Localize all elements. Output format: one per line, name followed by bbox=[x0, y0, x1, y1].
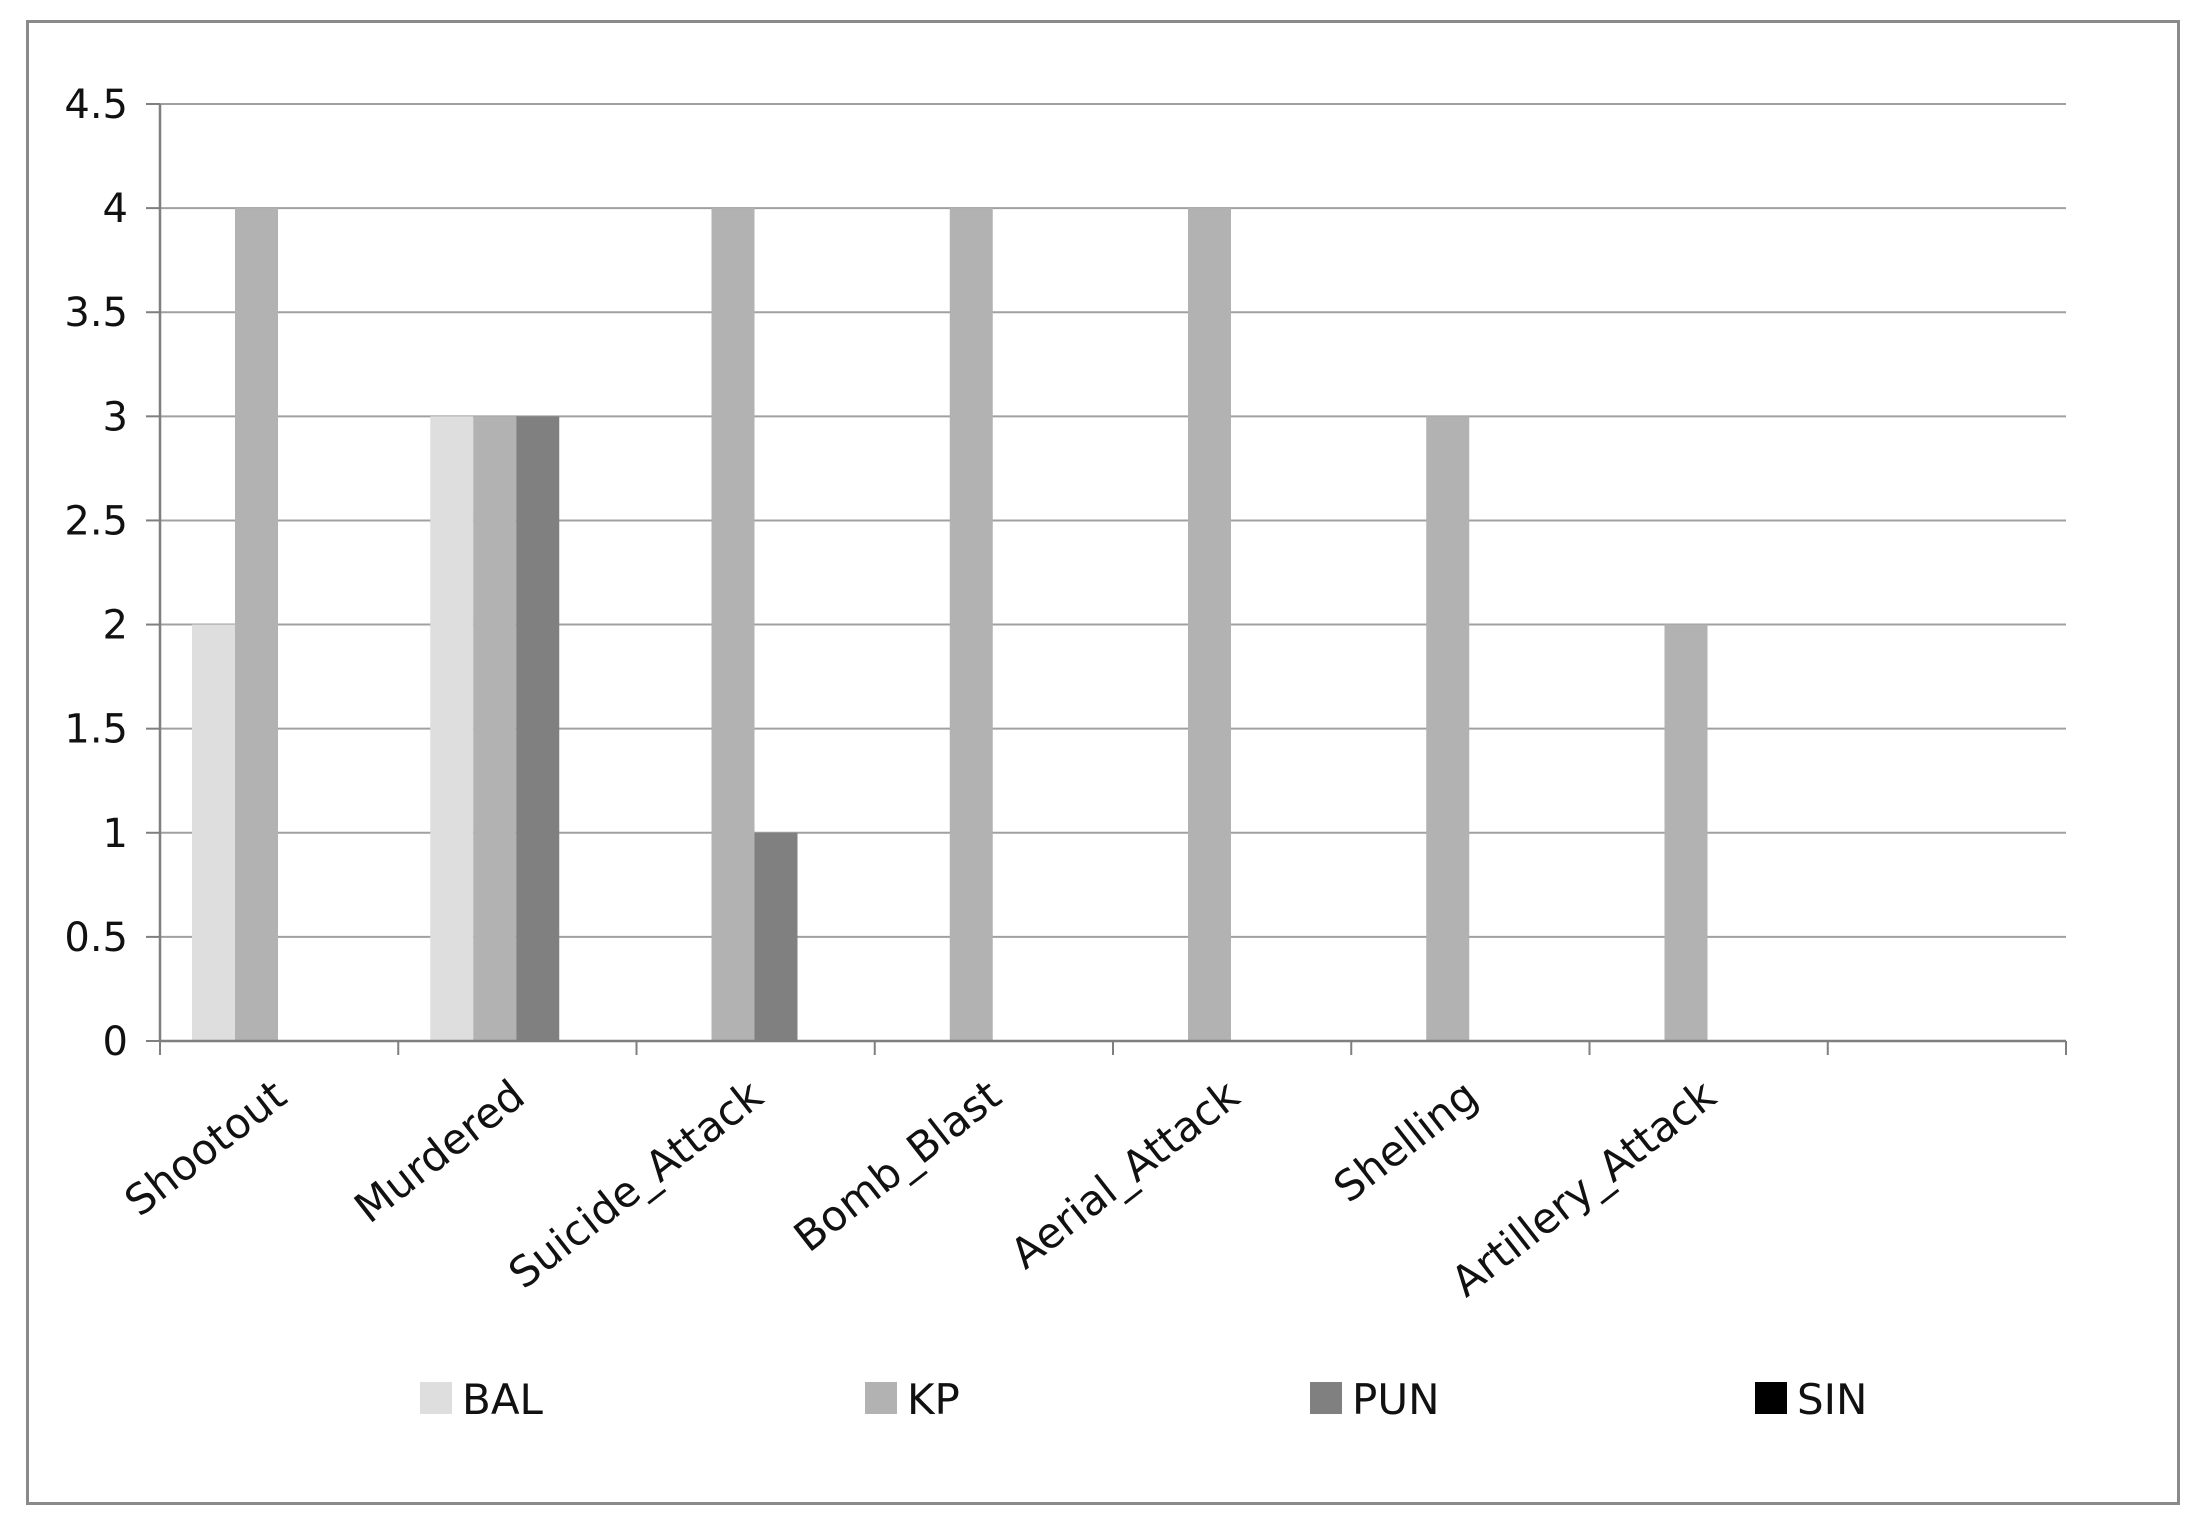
bar-kp bbox=[1426, 416, 1470, 1041]
x-category-label: Bomb_Blast bbox=[785, 1070, 1010, 1261]
legend-swatch-pun bbox=[1310, 1382, 1342, 1414]
x-category-label: Shelling bbox=[1324, 1070, 1486, 1212]
y-tick-label: 4 bbox=[103, 186, 128, 232]
y-tick-label: 0.5 bbox=[64, 915, 128, 961]
y-tick-label: 1 bbox=[103, 811, 128, 857]
legend-swatch-sin bbox=[1755, 1382, 1787, 1414]
x-category-label: Murdered bbox=[345, 1070, 533, 1232]
legend-label-kp: KP bbox=[907, 1375, 960, 1424]
x-category-label: Shootout bbox=[115, 1070, 295, 1226]
x-category-label: Artillery_Attack bbox=[1442, 1070, 1725, 1306]
bar-bal bbox=[192, 624, 235, 1041]
x-category-label: Suicide_Attack bbox=[499, 1070, 772, 1298]
y-tick-label: 1.5 bbox=[64, 707, 128, 753]
y-tick-label: 4.5 bbox=[64, 82, 128, 128]
bar-kp bbox=[711, 208, 755, 1042]
bar-kp bbox=[949, 208, 993, 1042]
y-tick-label: 2.5 bbox=[64, 498, 128, 544]
bar-kp bbox=[1188, 208, 1231, 1042]
y-tick-label: 3 bbox=[103, 394, 128, 440]
bar-kp bbox=[235, 208, 278, 1042]
y-tick-label: 0 bbox=[103, 1019, 128, 1065]
bar-kp bbox=[473, 416, 517, 1041]
bar-bal bbox=[430, 416, 474, 1041]
legend-label-sin: SIN bbox=[1797, 1375, 1867, 1424]
x-category-label: Aerial_Attack bbox=[1001, 1070, 1249, 1278]
y-tick-label: 2 bbox=[103, 603, 128, 649]
bar-pun bbox=[754, 832, 798, 1041]
bar-pun bbox=[516, 416, 560, 1041]
legend-swatch-bal bbox=[420, 1382, 452, 1414]
y-tick-label: 3.5 bbox=[64, 290, 128, 336]
chart-frame bbox=[26, 20, 2180, 1505]
legend-label-pun: PUN bbox=[1352, 1375, 1440, 1424]
legend-swatch-kp bbox=[865, 1382, 897, 1414]
legend-label-bal: BAL bbox=[462, 1375, 544, 1424]
bar-kp bbox=[1664, 624, 1708, 1041]
